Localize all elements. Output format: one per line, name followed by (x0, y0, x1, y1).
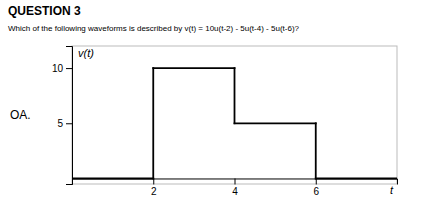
x-tick-label: 6 (313, 186, 319, 197)
x-tick: 4 (232, 178, 238, 196)
waveform-segment (316, 178, 397, 180)
waveform-segment (234, 68, 236, 123)
y-tick-mark (66, 123, 72, 124)
x-axis-title: t (390, 184, 394, 196)
y-tick-label: 10 (52, 63, 64, 74)
waveform-segment (153, 67, 234, 69)
plot-frame (72, 46, 397, 184)
x-axis: 2 4 6 (73, 178, 398, 196)
waveform-segment (235, 122, 316, 124)
subtitle: Which of the following waveforms is desc… (8, 24, 300, 33)
x-axis-line (73, 179, 398, 185)
y-tick: 5 (57, 118, 72, 129)
waveform-segment (152, 68, 154, 178)
x-tick: 6 (313, 178, 319, 196)
y-axis-line (66, 47, 73, 185)
chart: QUESTION 3 Which of the following wavefor… (0, 0, 421, 208)
y-axis-title: v(t) (78, 47, 94, 59)
option-label: OA. (10, 108, 31, 122)
x-tick-label: 4 (232, 186, 238, 197)
x-tick-label: 2 (151, 186, 157, 197)
y-tick: 10 (52, 63, 72, 74)
x-tick-mark (235, 178, 236, 184)
y-tick-label: 5 (57, 118, 63, 129)
y-axis: 5 10 (52, 47, 73, 185)
y-tick-mark (66, 68, 72, 69)
plot-area (72, 68, 397, 178)
x-tick: 2 (151, 178, 157, 196)
waveform-segment (72, 178, 153, 180)
waveform-segment (315, 123, 317, 178)
title: QUESTION 3 (8, 4, 81, 18)
